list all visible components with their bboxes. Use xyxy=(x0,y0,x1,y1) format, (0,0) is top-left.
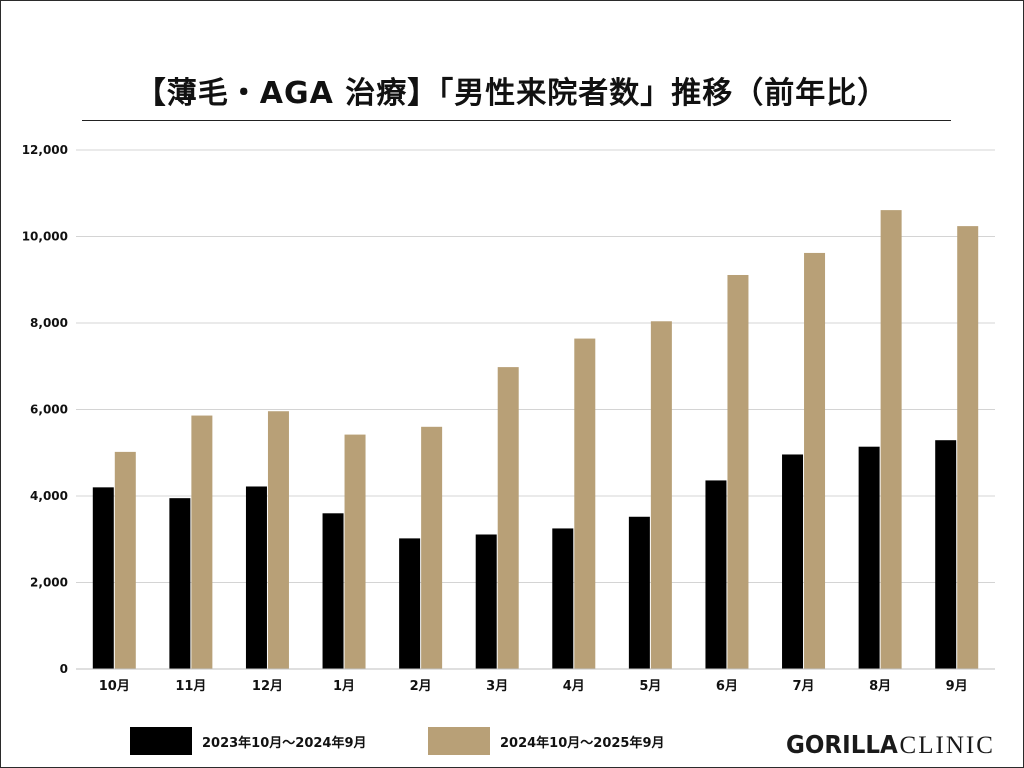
bar-series-2-4 xyxy=(344,434,366,669)
bars xyxy=(92,210,979,669)
logo-light-text: CLINIC xyxy=(899,732,995,759)
bar-series-2-8 xyxy=(650,321,672,669)
bar-series-2-7 xyxy=(574,338,596,669)
bar-series-2-6 xyxy=(497,367,519,669)
bar-series-1-7 xyxy=(552,528,574,669)
bar-series-1-5 xyxy=(399,538,421,669)
bar-series-1-9 xyxy=(705,480,727,669)
bar-series-1-12 xyxy=(935,440,957,669)
y-tick-label: 0 xyxy=(60,662,68,676)
y-tick-label: 6,000 xyxy=(30,403,68,417)
x-tick-label: 7月 xyxy=(793,679,815,694)
y-tick-label: 8,000 xyxy=(30,316,68,330)
legend-item-series-2: 2024年10月～2025年9月 xyxy=(428,727,665,755)
x-tick-label: 10月 xyxy=(99,679,130,694)
y-tick-label: 2,000 xyxy=(30,576,68,590)
bar-series-2-1 xyxy=(114,451,136,669)
bar-series-1-6 xyxy=(475,534,497,669)
x-tick-label: 8月 xyxy=(869,679,891,694)
chart-title: 【薄毛・AGA 治療】「男性来院者数」推移（前年比） xyxy=(135,76,889,111)
title-underline xyxy=(82,120,951,121)
legend-swatch-series-2 xyxy=(428,727,490,755)
y-tick-label: 10,000 xyxy=(22,230,68,244)
x-tick-label: 9月 xyxy=(946,679,968,694)
x-tick-label: 1月 xyxy=(333,679,355,694)
legend-label-series-2: 2024年10月～2025年9月 xyxy=(500,735,665,751)
y-tick-label: 4,000 xyxy=(30,489,68,503)
legend-label-series-1: 2023年10月～2024年9月 xyxy=(202,735,367,751)
y-tick-label: 12,000 xyxy=(22,143,68,157)
bar-series-1-1 xyxy=(92,487,114,669)
bar-series-1-3 xyxy=(245,486,267,669)
gorilla-clinic-logo: GORILLACLINIC xyxy=(786,731,995,760)
bar-series-1-8 xyxy=(628,516,650,669)
x-tick-label: 12月 xyxy=(252,679,283,694)
logo-bold-text: GORILLA xyxy=(786,730,898,759)
bar-series-2-2 xyxy=(191,415,213,669)
bar-series-2-9 xyxy=(727,274,749,669)
x-axis-tick-labels: 10月 11月 12月 1月 2月 3月 4月 5月 6月 7月 8月 9月 xyxy=(99,679,968,694)
x-tick-label: 6月 xyxy=(716,679,738,694)
legend-item-series-1: 2023年10月～2024年9月 xyxy=(130,727,367,755)
x-tick-label: 3月 xyxy=(486,679,508,694)
bar-series-1-11 xyxy=(858,446,880,669)
x-tick-label: 2月 xyxy=(410,679,432,694)
x-tick-label: 11月 xyxy=(175,679,206,694)
bar-series-2-10 xyxy=(804,252,826,669)
bar-series-2-3 xyxy=(267,411,289,669)
bar-series-1-10 xyxy=(782,454,804,669)
x-tick-label: 5月 xyxy=(639,679,661,694)
legend-swatch-series-1 xyxy=(130,727,192,755)
bar-series-2-12 xyxy=(957,226,979,669)
gridlines xyxy=(76,149,995,583)
bar-series-1-2 xyxy=(169,498,191,669)
bar-series-2-5 xyxy=(421,426,443,669)
bar-series-2-11 xyxy=(880,210,902,669)
y-axis-tick-labels: 0 2,000 4,000 6,000 8,000 10,000 12,000 xyxy=(22,143,68,676)
bar-series-1-4 xyxy=(322,513,344,669)
x-tick-label: 4月 xyxy=(563,679,585,694)
